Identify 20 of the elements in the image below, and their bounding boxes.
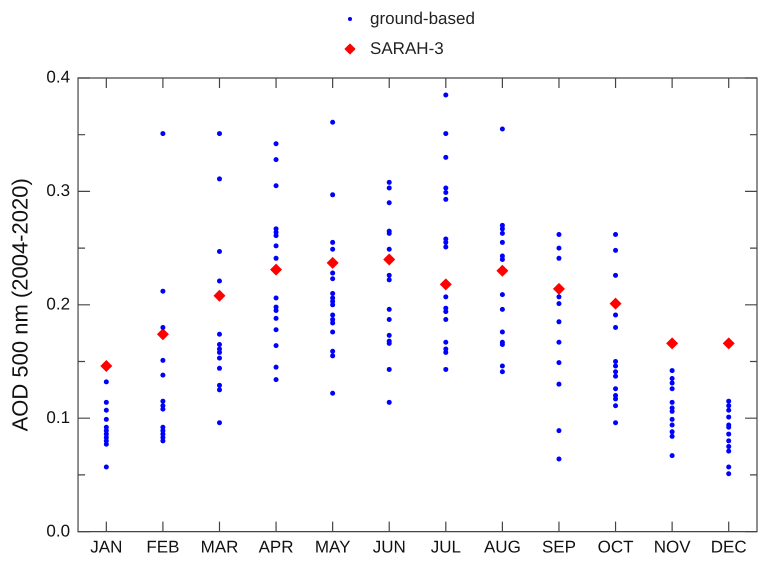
- y-tick-label: 0.1: [46, 408, 70, 427]
- x-tick-label: FEB: [146, 537, 180, 556]
- y-tick-label: 0.3: [46, 181, 70, 200]
- x-tick-label: NOV: [654, 537, 692, 556]
- x-tick-label: AUG: [484, 537, 521, 556]
- y-axis-title: AOD 500 nm (2004-2020): [7, 178, 32, 432]
- legend-label: SARAH-3: [370, 39, 444, 59]
- y-tick-label: 0.4: [46, 68, 70, 87]
- x-tick-label: DEC: [710, 537, 747, 556]
- x-tick-label: APR: [258, 537, 294, 556]
- y-tick-label: 0.0: [46, 521, 70, 540]
- x-tick-label: JUN: [372, 537, 406, 556]
- x-tick-label: MAR: [200, 537, 238, 556]
- x-tick-label: SEP: [542, 537, 576, 556]
- x-tick-label: OCT: [598, 537, 634, 556]
- x-tick-label: JAN: [90, 537, 122, 556]
- x-tick-label: MAY: [314, 537, 350, 556]
- x-tick-label: JUL: [430, 537, 461, 556]
- y-tick-label: 0.2: [46, 294, 70, 314]
- legend-label: ground-based: [370, 9, 475, 29]
